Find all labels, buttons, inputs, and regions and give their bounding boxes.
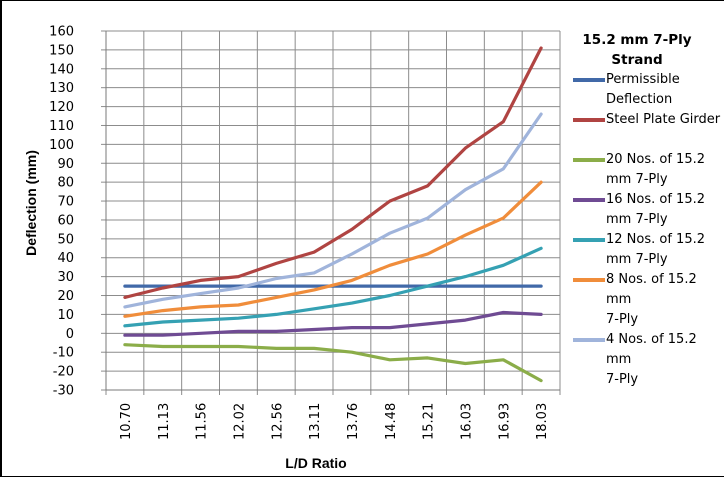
legend-label: 16 Nos. of 15.2 mm 7-Ply (606, 192, 705, 227)
y-tick-label: 10 (57, 308, 74, 323)
legend-label: Steel Plate Girder (606, 112, 721, 127)
x-tick-label: 12.02 (232, 403, 247, 440)
y-tick-label: 50 (57, 232, 74, 247)
legend-swatch (573, 238, 605, 242)
series-line-5 (123, 180, 543, 318)
legend-item-6: 4 Nos. of 15.2 mm 7-Ply (573, 330, 723, 390)
y-tick-label: 140 (49, 62, 74, 77)
x-tick-label: 14.48 (384, 403, 399, 440)
y-tick-label: 110 (49, 119, 74, 134)
y-tick-label: 40 (57, 251, 74, 266)
legend-swatch (573, 198, 605, 202)
x-tick-label: 15.21 (422, 403, 437, 440)
legend-swatch (573, 78, 605, 82)
legend: 15.2 mm 7-Ply Strand Permissible Deflect… (573, 30, 723, 390)
legend-label: 8 Nos. of 15.2 mm 7-Ply (606, 272, 697, 327)
y-axis-title: Deflection (mm) (23, 150, 39, 256)
legend-item-2: 20 Nos. of 15.2 mm 7-Ply (573, 130, 723, 190)
y-tick-label: 90 (57, 157, 74, 172)
legend-swatch (573, 158, 605, 162)
x-tick-label: 10.70 (119, 403, 134, 440)
series-line-6 (123, 112, 543, 309)
legend-item-3: 16 Nos. of 15.2 mm 7-Ply (573, 190, 723, 230)
legend-item-0: Permissible Deflection (573, 70, 723, 110)
legend-label: 12 Nos. of 15.2 mm 7-Ply (606, 232, 705, 267)
legend-swatch (573, 278, 605, 282)
series-line-1 (123, 46, 543, 299)
legend-item-1: Steel Plate Girder (573, 110, 723, 130)
series-line-3 (123, 310, 543, 337)
legend-swatch (573, 338, 605, 342)
y-tick-label: 60 (57, 213, 74, 228)
series-line-4 (123, 246, 543, 328)
y-tick-label: 100 (49, 138, 74, 153)
y-tick-label: -30 (53, 384, 74, 399)
x-tick-label: 13.11 (308, 403, 323, 440)
x-tick-label: 12.56 (270, 403, 285, 440)
y-tick-label: 0 (66, 327, 74, 342)
y-tick-label: 80 (57, 176, 74, 191)
x-tick-label: 16.03 (459, 403, 474, 440)
y-tick-label: 70 (57, 195, 74, 210)
legend-item-4: 12 Nos. of 15.2 mm 7-Ply (573, 230, 723, 270)
series-line-2 (123, 343, 543, 383)
legend-label: 4 Nos. of 15.2 mm 7-Ply (606, 332, 697, 387)
y-tick-label: 20 (57, 289, 74, 304)
y-tick-label: 130 (49, 81, 74, 96)
x-tick-label: 11.13 (157, 403, 172, 440)
legend-title: 15.2 mm 7-Ply Strand (582, 32, 692, 68)
y-tick-label: 150 (49, 43, 74, 58)
legend-item-5: 8 Nos. of 15.2 mm 7-Ply (573, 270, 723, 330)
x-tick-label: 13.76 (346, 403, 361, 440)
y-tick-label: 120 (49, 100, 74, 115)
x-tick-label: 18.03 (535, 403, 550, 440)
x-axis-title: L/D Ratio (285, 455, 346, 471)
x-tick-label: 16.93 (497, 403, 512, 440)
legend-swatch (573, 118, 605, 122)
y-tick-label: -20 (53, 365, 74, 380)
y-tick-label: -10 (53, 346, 74, 361)
y-tick-label: 160 (49, 25, 74, 40)
x-tick-label: 11.56 (195, 403, 210, 440)
legend-label: Permissible Deflection (606, 72, 680, 107)
legend-label: 20 Nos. of 15.2 mm 7-Ply (606, 152, 705, 187)
y-tick-label: 30 (57, 270, 74, 285)
